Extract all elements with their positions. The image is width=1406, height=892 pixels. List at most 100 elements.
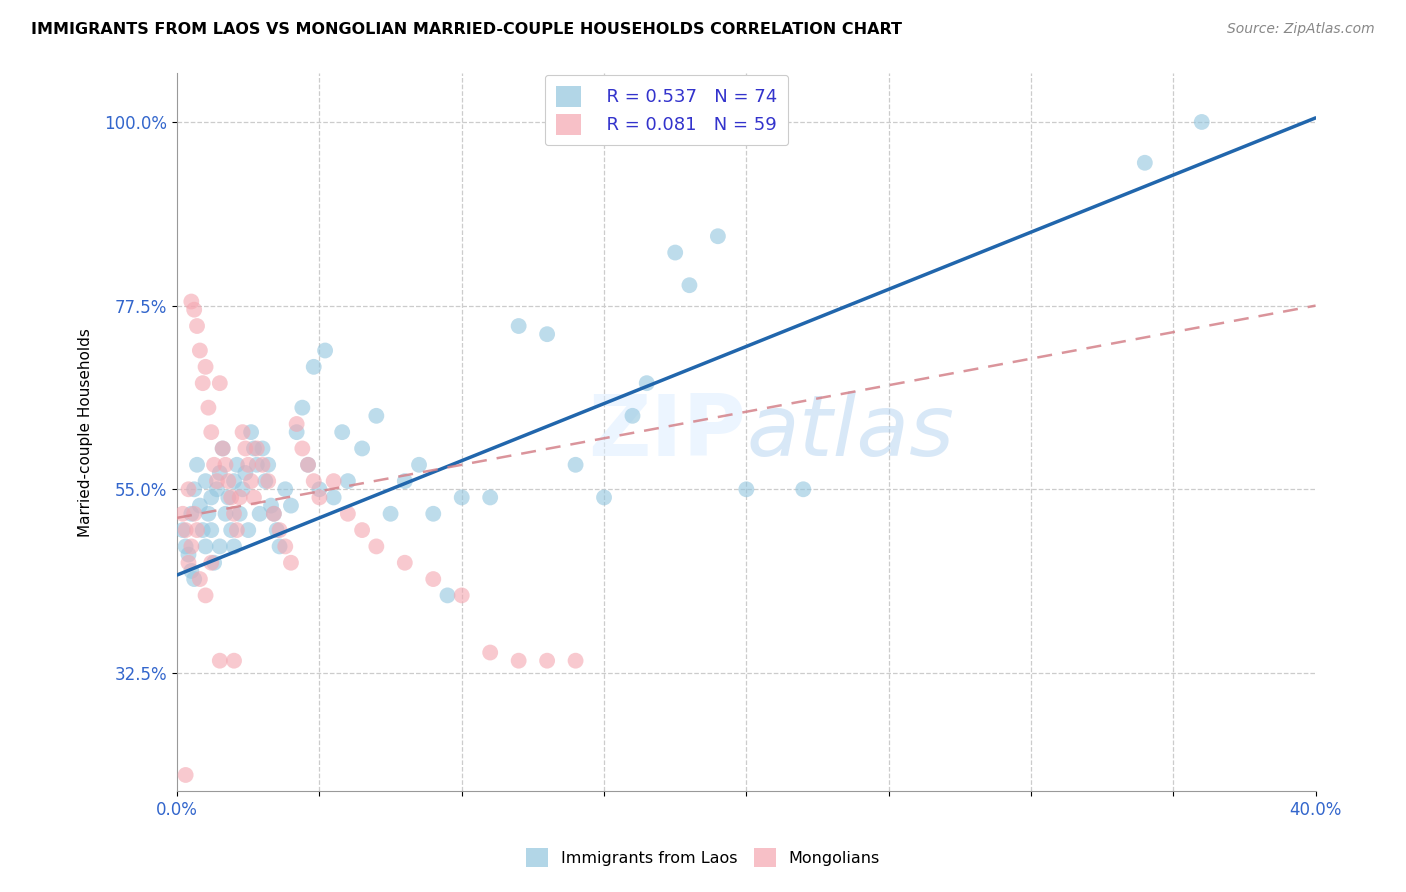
Legend: Immigrants from Laos, Mongolians: Immigrants from Laos, Mongolians (520, 842, 886, 873)
Point (240, 425, 263, 439)
Point (228, 491, 250, 505)
Point (208, 376, 231, 391)
Point (269, 523, 291, 537)
Point (194, 588, 217, 602)
Point (188, 343, 211, 358)
Point (200, 556, 222, 570)
Point (269, 540, 291, 554)
Point (174, 768, 197, 782)
Point (260, 499, 283, 513)
Point (174, 540, 197, 554)
Point (450, 588, 472, 602)
Point (252, 442, 274, 456)
Point (191, 376, 214, 391)
Point (172, 523, 194, 537)
Point (246, 442, 269, 456)
Point (564, 458, 586, 472)
Point (188, 572, 211, 586)
Point (180, 564, 202, 578)
Point (636, 376, 658, 391)
Point (174, 523, 197, 537)
Point (297, 458, 319, 472)
Point (394, 474, 416, 488)
Point (249, 507, 271, 521)
Point (246, 458, 269, 472)
Point (177, 548, 200, 562)
Point (219, 523, 242, 537)
Point (336, 474, 359, 488)
Point (336, 507, 359, 521)
Point (308, 491, 330, 505)
Point (211, 442, 233, 456)
Point (208, 540, 231, 554)
Point (422, 507, 444, 521)
Point (274, 483, 297, 497)
Point (232, 425, 254, 439)
Point (302, 359, 325, 374)
Point (380, 507, 402, 521)
Point (208, 466, 231, 480)
Point (194, 359, 217, 374)
Point (508, 654, 530, 668)
Text: Source: ZipAtlas.com: Source: ZipAtlas.com (1227, 22, 1375, 37)
Point (186, 523, 208, 537)
Point (285, 417, 308, 431)
Point (222, 540, 245, 554)
Point (240, 474, 263, 488)
Point (200, 491, 222, 505)
Point (536, 654, 558, 668)
Point (792, 483, 814, 497)
Point (257, 458, 280, 472)
Point (257, 474, 280, 488)
Point (280, 556, 302, 570)
Point (366, 409, 388, 423)
Point (536, 327, 558, 342)
Point (180, 507, 202, 521)
Point (450, 491, 472, 505)
Y-axis label: Married-couple Households: Married-couple Households (79, 327, 93, 537)
Point (252, 458, 274, 472)
Point (621, 409, 644, 423)
Point (222, 474, 245, 488)
Point (197, 401, 219, 415)
Point (664, 245, 686, 260)
Point (422, 572, 444, 586)
Point (183, 302, 205, 317)
Point (508, 318, 530, 333)
Text: atlas: atlas (747, 391, 955, 474)
Point (1133, 155, 1156, 169)
Point (707, 229, 730, 244)
Point (222, 507, 245, 521)
Point (308, 483, 330, 497)
Point (238, 458, 260, 472)
Point (217, 491, 239, 505)
Point (200, 425, 222, 439)
Point (735, 483, 758, 497)
Point (352, 442, 374, 456)
Point (564, 654, 586, 668)
Point (274, 540, 297, 554)
Point (205, 483, 228, 497)
Point (291, 442, 314, 456)
Point (200, 523, 222, 537)
Point (214, 458, 236, 472)
Point (678, 278, 700, 293)
Point (172, 507, 194, 521)
Point (322, 491, 344, 505)
Point (217, 474, 239, 488)
Point (177, 483, 200, 497)
Point (263, 507, 285, 521)
Point (222, 654, 245, 668)
Point (436, 588, 458, 602)
Point (235, 442, 257, 456)
Point (232, 483, 254, 497)
Point (214, 507, 236, 521)
Point (263, 507, 285, 521)
Point (322, 474, 344, 488)
Point (202, 556, 225, 570)
Point (243, 442, 266, 456)
Point (183, 507, 205, 521)
Point (211, 442, 233, 456)
Point (479, 491, 502, 505)
Point (235, 466, 257, 480)
